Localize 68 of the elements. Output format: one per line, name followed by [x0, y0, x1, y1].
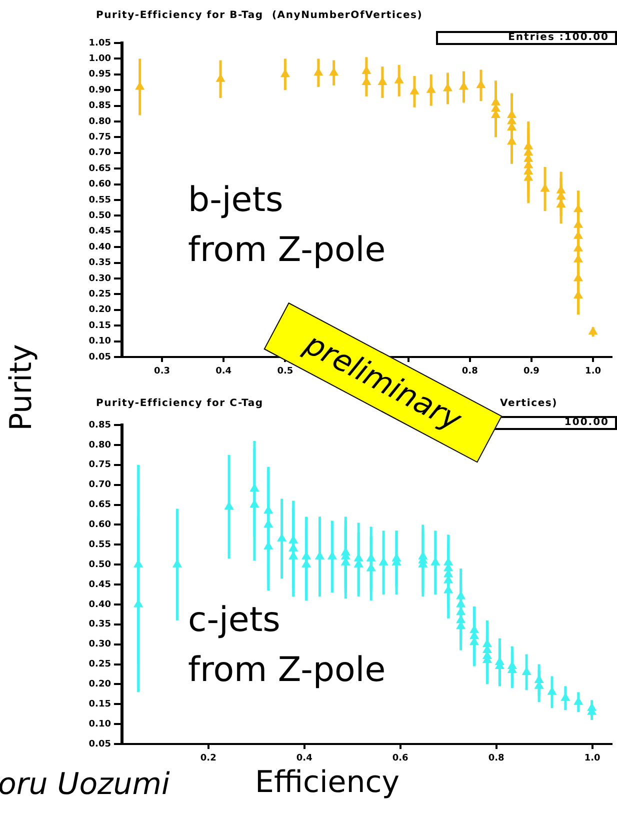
- y-tick-label: 0.65: [88, 500, 111, 510]
- annotation: 100.00: [564, 417, 609, 428]
- point: [443, 84, 452, 92]
- point: [394, 76, 404, 84]
- y-tick-label: 0.35: [88, 620, 111, 630]
- y-tick-label: 0.10: [88, 719, 111, 730]
- y-tick-label: 1.00: [88, 54, 111, 64]
- point: [574, 697, 583, 705]
- x-tick-label: 1.0: [585, 366, 602, 377]
- annotation: c-jets from Z-pole: [188, 599, 386, 692]
- y-tick-label: 0.85: [88, 101, 111, 112]
- y-tick-label: 0.10: [88, 336, 111, 347]
- x-tick-label: 0.6: [392, 754, 408, 764]
- y-tick-label: 0.55: [88, 195, 111, 206]
- y-tick-label: 0.90: [88, 85, 111, 96]
- x-tick-label: 0.4: [216, 366, 232, 377]
- y-tick-label: 0.20: [88, 305, 111, 316]
- point: [588, 326, 598, 335]
- x-tick-label: 0.8: [462, 366, 478, 377]
- point: [426, 85, 436, 93]
- point: [430, 558, 440, 566]
- y-tick-label: 0.95: [88, 70, 111, 80]
- point: [328, 552, 337, 560]
- y-axis-title: Purity: [4, 344, 39, 431]
- x-tick-label: 1.0: [584, 754, 600, 764]
- y-tick-label: 0.50: [88, 560, 111, 570]
- x-tick-label: 0.9: [523, 366, 540, 377]
- text: Vertices): [500, 398, 558, 409]
- point: [277, 534, 286, 542]
- point: [172, 560, 182, 568]
- y-tick-label: 0.50: [88, 211, 111, 222]
- y-tick-label: 0.20: [88, 680, 111, 690]
- y-tick-label: 0.15: [88, 320, 111, 331]
- y-tick-label: 0.60: [88, 180, 111, 190]
- chart-title: Purity-Efficiency for B-Tag (AnyNumberOfVertices): [96, 10, 423, 21]
- y-tick-label: 0.55: [88, 540, 111, 550]
- y-tick-label: 0.15: [88, 699, 111, 710]
- x-tick-label: 0.5: [277, 366, 294, 377]
- y-tick-label: 0.30: [88, 274, 111, 284]
- chart-title: Purity-Efficiency for C-Tag: [96, 398, 264, 409]
- y-tick-label: 0.60: [88, 520, 111, 530]
- y-tick-label: 0.35: [88, 258, 111, 268]
- y-tick-label: 0.40: [88, 600, 111, 610]
- y-tick-label: 0.75: [88, 460, 111, 470]
- y-tick-label: 0.30: [88, 640, 111, 650]
- annotation: Entries :100.00: [508, 32, 609, 43]
- annotation: b-jets from Z-pole: [188, 179, 386, 272]
- y-tick-label: 0.05: [88, 352, 111, 362]
- y-tick-label: 0.70: [88, 148, 111, 158]
- y-tick-label: 0.70: [88, 480, 111, 490]
- y-tick-label: 0.75: [88, 132, 111, 143]
- point: [540, 184, 550, 192]
- y-tick-label: 0.80: [88, 440, 111, 450]
- y-tick-label: 0.40: [88, 242, 111, 252]
- y-tick-label: 0.05: [88, 739, 111, 750]
- x-tick-label: 0.8: [488, 754, 504, 764]
- x-tick-label: 0.4: [296, 754, 312, 764]
- y-tick-label: 0.25: [88, 290, 111, 300]
- x-tick-label: 0.3: [154, 366, 170, 377]
- y-tick-label: 0.85: [88, 420, 111, 430]
- y-tick-label: 0.45: [88, 226, 111, 237]
- y-tick-label: 0.65: [88, 164, 111, 174]
- x-axis-title: Efficiency: [255, 765, 400, 800]
- x-tick-label: 0.2: [200, 754, 216, 764]
- y-tick-label: 0.25: [88, 660, 111, 670]
- y-tick-label: 0.45: [88, 580, 111, 590]
- y-tick-label: 0.80: [88, 116, 111, 127]
- y-tick-label: 1.05: [88, 38, 111, 48]
